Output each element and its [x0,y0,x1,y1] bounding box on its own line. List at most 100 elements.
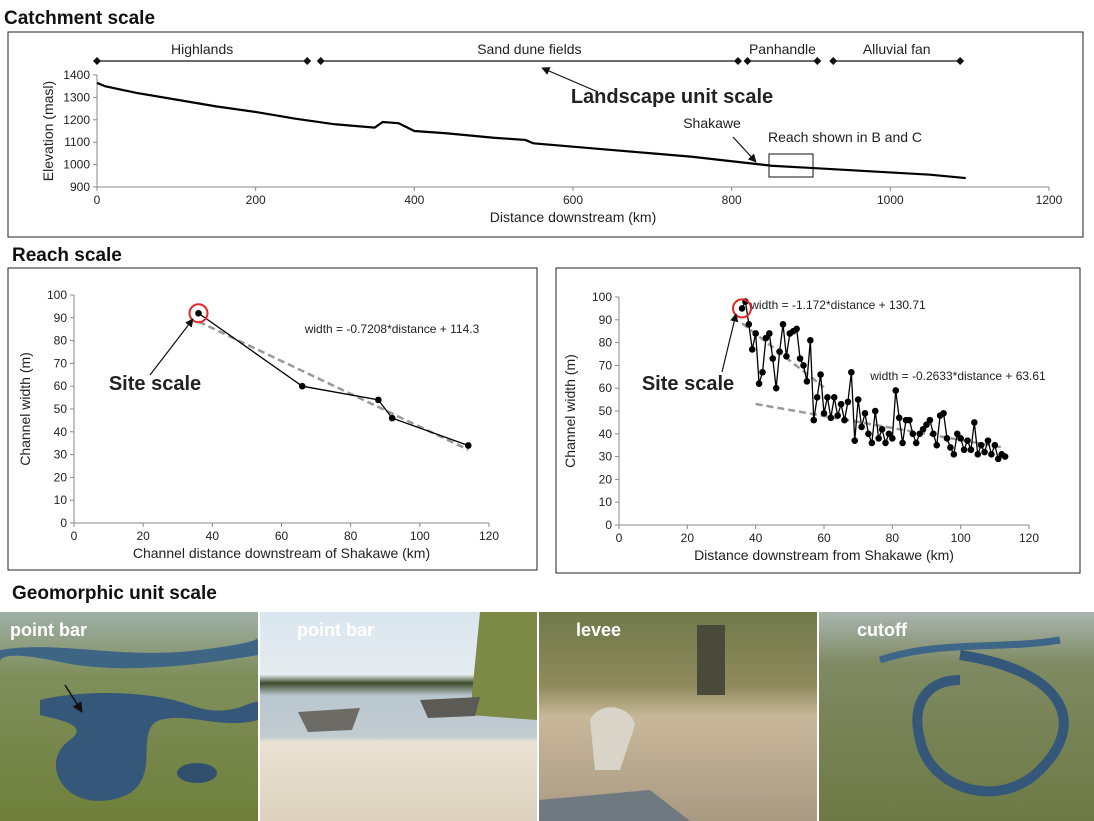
point [834,412,841,419]
point [940,409,947,417]
x-tick-label: 40 [206,529,220,543]
y-tick-label: 90 [599,313,613,327]
point [195,309,202,317]
point [916,430,923,438]
x-tick-label: 1200 [1036,193,1063,207]
callout: Site scale [642,373,734,395]
photo [0,612,258,821]
point [960,446,968,454]
x-tick-label: 600 [563,193,583,207]
callout-arrow [721,313,739,373]
x-tick-label: 60 [275,529,289,543]
point [919,425,927,433]
point [769,355,777,362]
point [923,421,930,428]
point [988,451,995,458]
point [1001,453,1009,460]
point [861,409,869,417]
point [464,442,472,449]
point [957,435,964,442]
x-axis-label: Distance downstream from Shakawe (km) [694,547,954,563]
trendline-label: width = -0.7208*distance + 114.3 [304,322,480,336]
point [817,371,824,378]
photo [819,612,1094,821]
point [748,346,756,353]
series-line [96,81,966,180]
unit-end [743,57,752,65]
x-tick-label: 400 [404,193,424,207]
point [871,407,879,415]
point [977,441,985,449]
point [824,394,831,401]
section-title: Reach scale [12,245,122,266]
y-tick-label: 40 [54,425,68,439]
point [841,416,848,424]
point [807,337,814,344]
point [991,441,999,449]
point [844,398,852,406]
x-tick-label: 0 [94,193,101,207]
y-tick-label: 80 [54,334,68,348]
point [912,439,920,447]
y-tick-label: 1400 [63,68,90,82]
y-tick-label: 30 [54,448,68,462]
point [854,396,862,403]
highlight [188,303,209,324]
callout-arrow [541,67,599,93]
photo-label: levee [576,620,621,640]
point [810,416,818,424]
point [827,414,835,422]
y-tick-label: 10 [599,495,613,509]
x-tick-label: 120 [479,529,499,543]
y-tick-label: 0 [60,516,67,530]
chart-frame [7,31,1084,238]
unit-label: Alluvial fan [863,41,931,57]
unit-end [734,57,743,65]
point [878,425,886,433]
point [909,430,917,438]
point [796,355,804,362]
point [752,330,759,337]
point [837,400,845,408]
point [813,394,821,401]
point [745,321,753,328]
x-tick-label: 800 [722,193,742,207]
trendline-label: width = -0.2633*distance + 63.61 [869,369,1046,383]
point [984,437,992,444]
point [875,435,882,442]
point [964,437,971,444]
x-tick-label: 40 [749,531,763,545]
y-tick-label: 10 [54,493,68,507]
point [851,437,859,444]
point [375,396,382,404]
x-tick-label: 0 [616,531,623,545]
x-tick-label: 1000 [877,193,904,207]
photo-label: point bar [297,620,374,640]
point [803,378,811,385]
y-tick-label: 70 [54,356,68,370]
point [772,384,780,392]
point [783,352,790,360]
point [930,430,937,438]
x-tick-label: 0 [71,529,78,543]
photo-label: cutoff [857,620,908,640]
y-tick-label: 90 [54,311,68,325]
point [766,330,773,337]
y-tick-label: 60 [54,379,68,393]
callout: Shakawe [683,115,741,131]
callout-arrow [732,136,757,163]
point [865,430,872,438]
unit-label: Panhandle [749,41,816,57]
trendline-label: width = -1.172*distance + 130.71 [749,298,926,312]
photo [260,612,537,821]
point [738,305,746,312]
point [298,382,306,390]
point [994,455,1002,463]
unit-end [829,57,838,65]
point [967,446,975,454]
y-tick-label: 60 [599,381,613,395]
y-tick-label: 70 [599,358,613,372]
point [933,441,941,449]
point [971,419,978,426]
y-tick-label: 0 [605,518,612,532]
